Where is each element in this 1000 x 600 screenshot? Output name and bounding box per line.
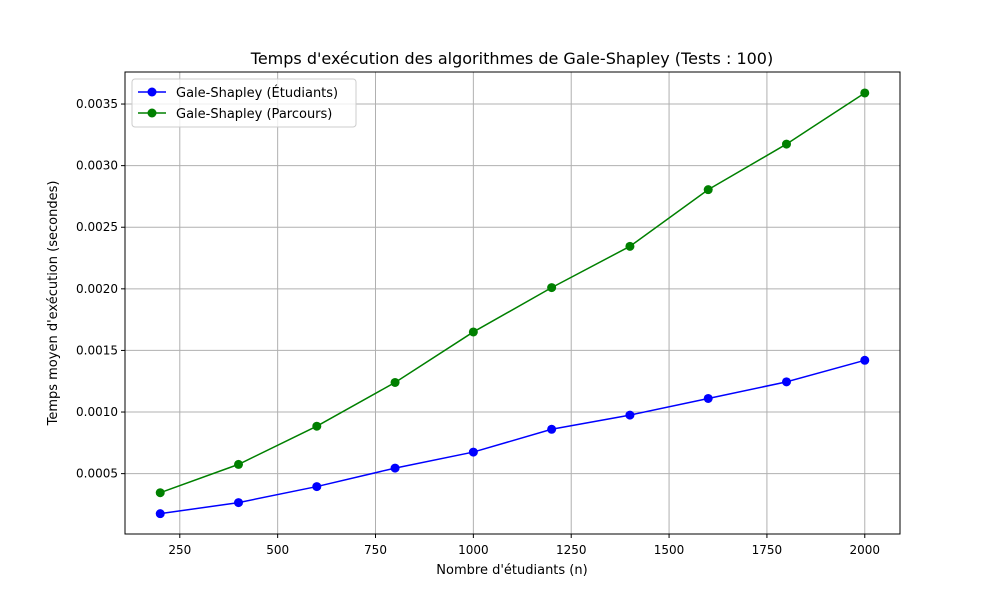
data-point [547,424,557,434]
legend: Gale-Shapley (Étudiants) Gale-Shapley (Pa… [131,78,357,128]
data-point [860,88,870,98]
legend-items: Gale-Shapley (Étudiants) Gale-Shapley (Pa… [138,85,338,122]
data-point [234,498,244,508]
data-point [234,459,244,469]
data-point [390,463,400,473]
data-point [468,447,478,457]
x-tick-label: 750 [364,543,387,557]
y-axis-label: Temps moyen d'exécution (secondes) [46,181,61,427]
x-tick-label: 250 [168,543,191,557]
y-tick-label: 0.0035 [76,97,118,111]
data-point [312,482,322,492]
legend-marker [147,108,157,118]
data-point [155,509,165,519]
x-tick-label: 500 [266,543,289,557]
data-point [860,355,870,365]
legend-marker [147,87,157,97]
data-point [312,421,322,431]
chart-title: Temps d'exécution des algorithmes de Gal… [250,49,773,68]
y-axis-ticks: 0.0005 0.0010 0.0015 0.0020 0.0025 0.0030 0.00… [76,97,125,481]
y-tick-label: 0.0005 [76,467,118,481]
series-line [160,359,865,515]
series-1 [155,355,870,519]
x-tick-label: 1250 [556,543,587,557]
data-point [703,185,713,195]
data-point [781,377,791,387]
y-tick-label: 0.0015 [76,343,118,357]
x-tick-label: 2000 [849,543,880,557]
x-axis-ticks: 250 500 750 1000 1250 1500 1750 2000 [168,534,880,557]
data-point [468,327,478,337]
plot-area-frame [124,71,901,535]
y-tick-label: 0.0030 [76,159,118,173]
series-layer [155,88,870,519]
data-point [625,410,635,420]
data-point [547,283,557,293]
legend-item: Gale-Shapley (Étudiants) [138,85,338,101]
legend-box [131,78,357,128]
x-axis-label: Nombre d'étudiants (n) [436,563,587,578]
x-tick-label: 1750 [752,543,783,557]
grid-lines [125,72,900,534]
data-point [155,488,165,498]
data-point [625,241,635,251]
legend-label: Gale-Shapley (Étudiants) [176,85,338,101]
legend-item: Gale-Shapley (Parcours) [138,107,332,122]
x-tick-label: 1000 [458,543,489,557]
legend-label: Gale-Shapley (Parcours) [176,107,332,122]
data-point [390,377,400,387]
y-tick-label: 0.0020 [76,282,118,296]
data-point [703,393,713,403]
data-point [781,139,791,149]
y-tick-label: 0.0010 [76,405,118,419]
series-line [159,92,866,494]
y-tick-label: 0.0025 [76,220,118,234]
x-tick-label: 1500 [654,543,685,557]
series-2 [155,88,870,498]
